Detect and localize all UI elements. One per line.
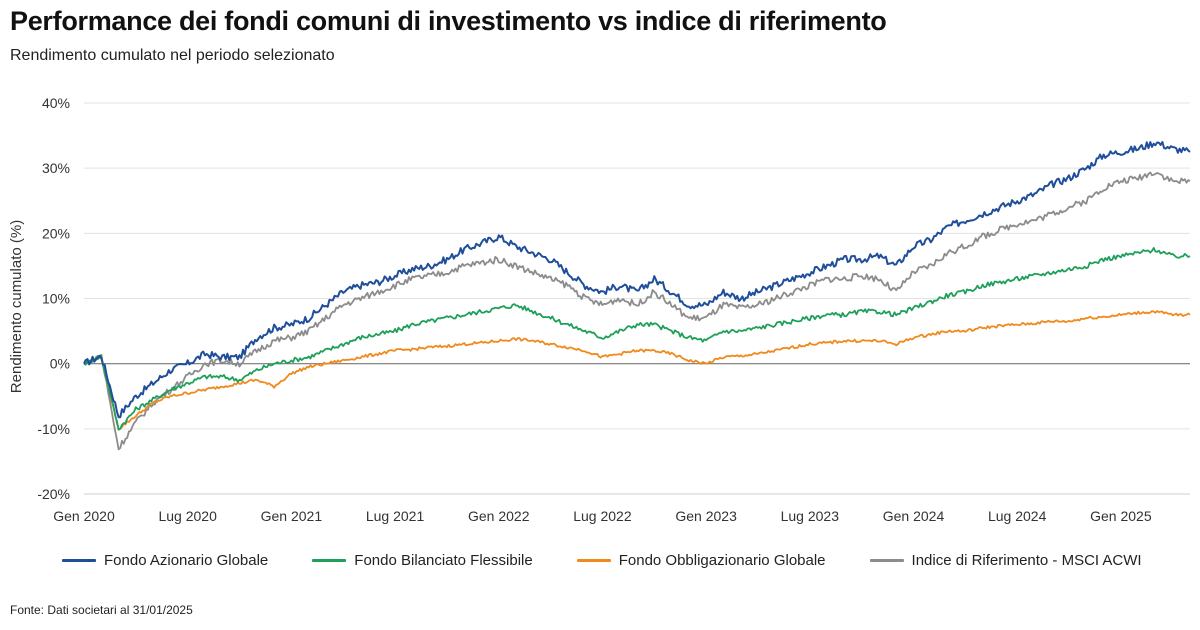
legend-label-obbligazionario: Fondo Obbligazionario Globale	[618, 552, 826, 569]
x-tick-label: Gen 2025	[1090, 508, 1152, 524]
legend-item-indice[interactable]: Indice di Riferimento - MSCI ACWI	[869, 552, 1142, 569]
y-tick-label: 40%	[42, 95, 70, 111]
x-tick-label: Lug 2024	[988, 508, 1047, 524]
x-tick-label: Gen 2024	[883, 508, 945, 524]
x-tick-label: Gen 2023	[675, 508, 737, 524]
chart-subtitle: Rendimento cumulato nel periodo selezion…	[10, 47, 335, 64]
legend-label-azionario: Fondo Azionario Globale	[104, 552, 269, 569]
series-line-bilanciato	[83, 247, 1191, 431]
x-tick-label: Gen 2021	[261, 508, 323, 524]
legend-item-obbligazionario[interactable]: Fondo Obbligazionario Globale	[576, 552, 826, 569]
y-tick-label: 30%	[42, 160, 70, 176]
x-tick-label: Lug 2021	[366, 508, 425, 524]
y-tick-label: 0%	[50, 356, 70, 372]
x-tick-label: Lug 2023	[781, 508, 840, 524]
legend-swatch-indice	[869, 559, 904, 562]
legend-label-indice: Indice di Riferimento - MSCI ACWI	[911, 552, 1142, 569]
y-axis-label: Rendimento cumulato (%)	[8, 220, 25, 393]
legend-item-azionario[interactable]: Fondo Azionario Globale	[62, 552, 268, 569]
legend-swatch-bilanciato	[312, 559, 347, 562]
y-tick-label: 20%	[42, 225, 70, 241]
x-tick-label: Gen 2020	[53, 508, 115, 524]
source-note: Fonte: Dati societari al 31/01/2025	[10, 603, 193, 617]
y-tick-label: -10%	[37, 421, 70, 437]
legend-item-bilanciato[interactable]: Fondo Bilanciato Flessibile	[312, 552, 533, 569]
chart-legend: Fondo Azionario Globale Fondo Bilanciato…	[62, 552, 1186, 569]
x-tick-label: Gen 2022	[468, 508, 530, 524]
series-line-azionario	[83, 141, 1191, 419]
series-line-obbligazionario	[83, 310, 1191, 431]
y-tick-label: -20%	[37, 486, 70, 502]
line-chart: -20% -10% 0% 10% 20% 30% 40% Gen 2020 Lug 2020 Ge…	[8, 95, 1191, 524]
legend-label-bilanciato: Fondo Bilanciato Flessibile	[354, 552, 533, 569]
legend-swatch-azionario	[62, 559, 96, 562]
legend-swatch-obbligazionario	[576, 559, 611, 562]
series-line-indice	[83, 171, 1191, 451]
y-tick-label: 10%	[42, 291, 70, 307]
x-tick-label: Lug 2020	[158, 508, 217, 524]
x-tick-label: Lug 2022	[573, 508, 632, 524]
chart-title: Performance dei fondi comuni di investim…	[10, 6, 887, 36]
